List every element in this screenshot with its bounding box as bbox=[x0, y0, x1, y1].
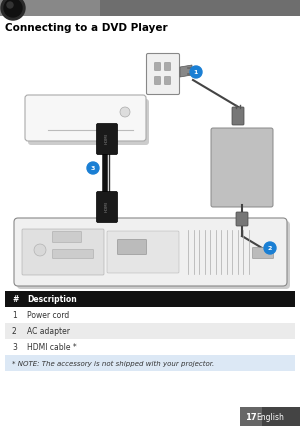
Bar bbox=[240, 407, 262, 426]
Text: #: # bbox=[12, 295, 18, 304]
FancyBboxPatch shape bbox=[17, 221, 290, 289]
Circle shape bbox=[120, 107, 130, 117]
FancyBboxPatch shape bbox=[52, 231, 82, 242]
FancyBboxPatch shape bbox=[232, 107, 244, 125]
Bar bbox=[100, 0, 300, 16]
FancyBboxPatch shape bbox=[107, 231, 179, 273]
Text: HDMI: HDMI bbox=[105, 134, 109, 144]
Circle shape bbox=[190, 66, 202, 78]
Circle shape bbox=[87, 162, 99, 174]
Text: * NOTE: The accessory is not shipped with your projector.: * NOTE: The accessory is not shipped wit… bbox=[12, 360, 214, 366]
Polygon shape bbox=[180, 65, 192, 77]
Text: English: English bbox=[256, 412, 284, 421]
FancyBboxPatch shape bbox=[25, 95, 146, 141]
Circle shape bbox=[264, 242, 276, 254]
FancyBboxPatch shape bbox=[211, 128, 273, 207]
Text: 1: 1 bbox=[194, 69, 198, 75]
FancyBboxPatch shape bbox=[154, 63, 160, 70]
Bar bbox=[0, 16, 300, 290]
Bar bbox=[240, 407, 300, 426]
Text: HDMI: HDMI bbox=[105, 201, 109, 213]
Bar bbox=[5, 307, 295, 323]
Text: 2: 2 bbox=[268, 245, 272, 250]
FancyBboxPatch shape bbox=[118, 239, 146, 254]
Text: Description: Description bbox=[27, 295, 77, 304]
Bar bbox=[5, 291, 295, 307]
Text: 1: 1 bbox=[12, 311, 17, 320]
FancyBboxPatch shape bbox=[14, 218, 287, 286]
Text: 3: 3 bbox=[12, 343, 17, 352]
FancyBboxPatch shape bbox=[164, 77, 170, 84]
Text: 2: 2 bbox=[12, 327, 17, 336]
Circle shape bbox=[1, 0, 25, 20]
Text: HDMI cable *: HDMI cable * bbox=[27, 343, 77, 352]
FancyBboxPatch shape bbox=[146, 54, 179, 95]
FancyBboxPatch shape bbox=[28, 99, 149, 145]
FancyBboxPatch shape bbox=[97, 192, 118, 222]
Bar bbox=[0, 0, 300, 16]
FancyBboxPatch shape bbox=[97, 124, 118, 155]
FancyBboxPatch shape bbox=[164, 63, 170, 70]
FancyBboxPatch shape bbox=[52, 250, 94, 259]
Circle shape bbox=[4, 0, 22, 17]
Circle shape bbox=[7, 2, 13, 8]
Text: 3: 3 bbox=[91, 165, 95, 170]
FancyBboxPatch shape bbox=[253, 248, 274, 259]
Bar bbox=[5, 339, 295, 355]
Text: 17: 17 bbox=[245, 412, 257, 421]
Text: Power cord: Power cord bbox=[27, 311, 69, 320]
FancyBboxPatch shape bbox=[22, 229, 104, 275]
Bar bbox=[5, 355, 295, 371]
FancyBboxPatch shape bbox=[154, 77, 160, 84]
FancyBboxPatch shape bbox=[236, 212, 248, 226]
Circle shape bbox=[34, 244, 46, 256]
Text: Connecting to a DVD Player: Connecting to a DVD Player bbox=[5, 23, 168, 33]
Text: AC adapter: AC adapter bbox=[27, 327, 70, 336]
Bar bbox=[5, 323, 295, 339]
